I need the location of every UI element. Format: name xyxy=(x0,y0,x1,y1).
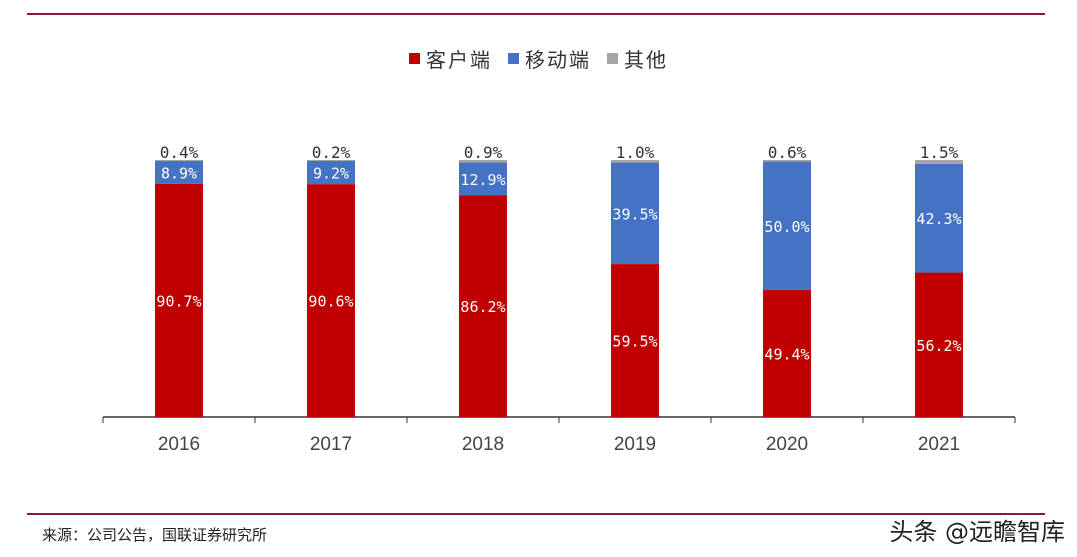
legend-item: 其他 xyxy=(607,44,668,73)
legend-label: 移动端 xyxy=(525,48,591,72)
data-label: 59.5% xyxy=(612,333,657,351)
x-tick-label: 2021 xyxy=(918,434,960,455)
source-note: 来源：公司公告，国联证券研究所 xyxy=(42,526,268,544)
bar-segment xyxy=(155,161,203,184)
data-label: 1.5% xyxy=(920,143,959,162)
legend-swatch xyxy=(607,53,618,64)
legend-item: 移动端 xyxy=(508,44,591,73)
data-label: 0.9% xyxy=(464,143,503,162)
data-label: 42.3% xyxy=(916,210,961,228)
bar-segment xyxy=(763,161,811,291)
legend-swatch xyxy=(508,53,519,64)
x-tick-label: 2019 xyxy=(614,434,656,455)
bar-segment xyxy=(915,163,963,273)
legend-label: 客户端 xyxy=(426,48,492,72)
data-label: 50.0% xyxy=(764,218,809,236)
bar-segment xyxy=(915,272,963,417)
bar-segment xyxy=(155,183,203,417)
bar-segment xyxy=(611,160,659,163)
bar-segment xyxy=(459,160,507,163)
bar-segment xyxy=(611,264,659,417)
data-label: 86.2% xyxy=(460,298,505,316)
x-tick-label: 2017 xyxy=(310,434,352,455)
bar-segment xyxy=(459,162,507,196)
data-label: 39.5% xyxy=(612,205,657,223)
data-label: 90.6% xyxy=(308,293,353,311)
legend-swatch xyxy=(409,53,420,64)
x-tick-label: 2018 xyxy=(462,434,504,455)
legend-label: 其他 xyxy=(624,48,668,72)
x-tick-label: 2016 xyxy=(158,434,200,455)
data-label: 90.7% xyxy=(156,292,201,310)
bar-segment xyxy=(459,195,507,417)
watermark: 头条 @远瞻智库 xyxy=(889,518,1065,546)
bar-segment xyxy=(763,290,811,417)
bar-segment xyxy=(611,162,659,265)
legend: 客户端 移动端 其他 xyxy=(0,44,1077,73)
bar-segment xyxy=(307,160,355,185)
x-tick-label: 2020 xyxy=(766,434,808,455)
bar-segment xyxy=(307,184,355,417)
data-label: 0.4% xyxy=(160,143,199,162)
bar-segment xyxy=(155,160,203,162)
legend-item: 客户端 xyxy=(409,44,492,73)
data-label: 56.2% xyxy=(916,337,961,355)
bottom-rule xyxy=(27,513,1045,515)
data-label: 49.4% xyxy=(764,346,809,364)
bar-segment xyxy=(763,160,811,162)
data-label: 12.9% xyxy=(460,171,505,189)
data-label: 0.6% xyxy=(768,143,807,162)
data-label: 0.2% xyxy=(312,143,351,162)
bar-segment xyxy=(915,160,963,164)
top-rule xyxy=(27,13,1045,15)
bar-segment xyxy=(307,160,355,161)
data-label: 1.0% xyxy=(616,143,655,162)
data-label: 8.9% xyxy=(161,164,197,182)
data-label: 9.2% xyxy=(313,164,349,182)
